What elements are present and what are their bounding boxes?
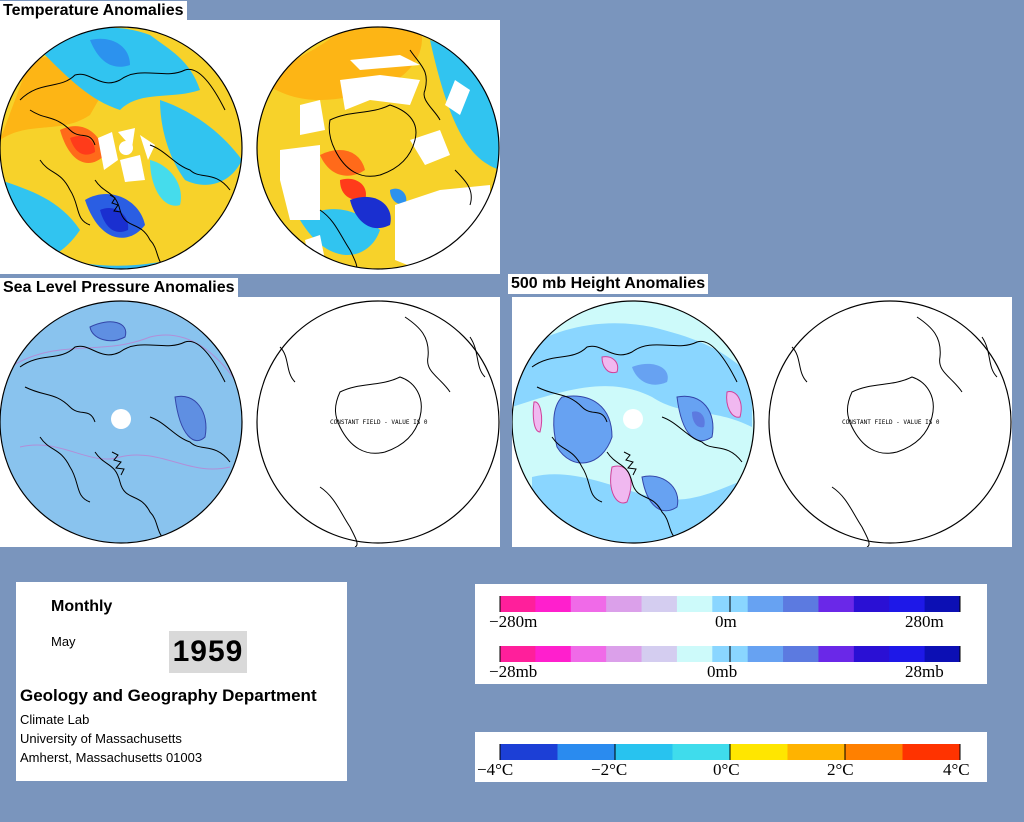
temperature-legend: −4°C −2°C 0°C 2°C 4°C: [475, 732, 987, 782]
temp-tick-0: 0°C: [713, 760, 740, 779]
color-swatch: [787, 744, 846, 760]
temperature-north-outline: [0, 26, 243, 270]
slp-south-map: [279, 316, 486, 547]
height-title: 500 mb Height Anomalies: [508, 274, 709, 294]
color-swatch: [676, 596, 713, 612]
color-swatch: [570, 596, 607, 612]
month-label: May: [51, 634, 76, 649]
slp-panel: CONSTANT FIELD - VALUE IS 0: [0, 297, 500, 547]
color-swatch: [535, 596, 572, 612]
temperature-panel: [0, 20, 500, 274]
temp-tick-2: 2°C: [827, 760, 854, 779]
department-label: Geology and Geography Department: [20, 686, 317, 705]
height-panel: CONSTANT FIELD - VALUE IS 0: [512, 297, 1012, 547]
temp-tick-4: 4°C: [943, 760, 970, 779]
color-swatch: [747, 596, 784, 612]
color-swatch: [853, 646, 890, 662]
height-max-label: 280m: [905, 612, 944, 631]
color-swatch: [902, 744, 961, 760]
temperature-north-map: [0, 27, 242, 269]
temperature-south-outline: [256, 26, 500, 270]
color-swatch: [730, 744, 788, 760]
period-label: Monthly: [51, 598, 113, 615]
slp-north-map: [0, 301, 242, 543]
slp-south-outline: [256, 300, 500, 544]
color-swatch: [889, 596, 926, 612]
slp-north-outline: [0, 300, 243, 544]
color-swatch: [606, 646, 643, 662]
height-south-outline: [768, 300, 1012, 544]
height-maps: CONSTANT FIELD - VALUE IS 0: [512, 300, 1012, 547]
color-swatch: [615, 744, 673, 760]
color-swatch: [924, 596, 961, 612]
height-north-map: [512, 301, 754, 543]
temp-tick-minus2: −2°C: [591, 760, 628, 779]
slp-maps: CONSTANT FIELD - VALUE IS 0: [0, 300, 500, 547]
height-south-map: [791, 316, 998, 547]
temperature-color-bar: [499, 744, 961, 760]
slp-title: Sea Level Pressure Anomalies: [0, 278, 238, 298]
lab-label: Climate Lab: [20, 712, 90, 727]
slp-constant-note: CONSTANT FIELD - VALUE IS 0: [330, 419, 428, 426]
height-north-outline: [512, 300, 755, 544]
color-swatch: [570, 646, 607, 662]
info-panel: Monthly May 1959 Geology and Geography D…: [16, 582, 347, 781]
anomaly-legend: −280m 0m 280m −28mb 0mb 28mb: [475, 584, 987, 684]
pressure-mid-label: 0mb: [707, 662, 738, 681]
color-swatch: [535, 646, 572, 662]
height-mid-label: 0m: [715, 612, 737, 631]
color-swatch: [783, 646, 819, 662]
anomaly-color-bars: [499, 596, 961, 662]
color-swatch: [641, 596, 678, 612]
pressure-min-label: −28mb: [489, 662, 538, 681]
color-swatch: [606, 596, 643, 612]
height-min-label: −280m: [489, 612, 538, 631]
temperature-color-bar-svg: [499, 744, 961, 760]
color-swatch: [818, 596, 855, 612]
pressure-color-bar: [499, 646, 961, 662]
address-label: Amherst, Massachusetts 01003: [20, 750, 203, 765]
color-swatch: [853, 596, 890, 612]
color-swatch: [500, 744, 558, 760]
color-swatch: [924, 646, 961, 662]
year-label: 1959: [169, 631, 247, 673]
color-swatch: [676, 646, 713, 662]
color-swatch: [500, 646, 536, 662]
color-swatch: [783, 596, 819, 612]
color-swatch: [845, 744, 903, 760]
height-color-bar: [499, 596, 961, 612]
color-swatch: [500, 596, 536, 612]
temp-tick-minus4: −4°C: [477, 760, 514, 779]
color-swatch: [641, 646, 678, 662]
temperature-south-map: [257, 27, 499, 269]
color-swatch: [889, 646, 926, 662]
height-constant-note: CONSTANT FIELD - VALUE IS 0: [842, 419, 940, 426]
color-swatch: [672, 744, 731, 760]
color-swatch: [818, 646, 855, 662]
university-label: University of Massachusetts: [20, 731, 182, 746]
color-swatch: [747, 646, 784, 662]
temperature-maps: [0, 26, 500, 270]
temperature-title: Temperature Anomalies: [0, 1, 187, 21]
color-swatch: [557, 744, 616, 760]
pressure-max-label: 28mb: [905, 662, 944, 681]
